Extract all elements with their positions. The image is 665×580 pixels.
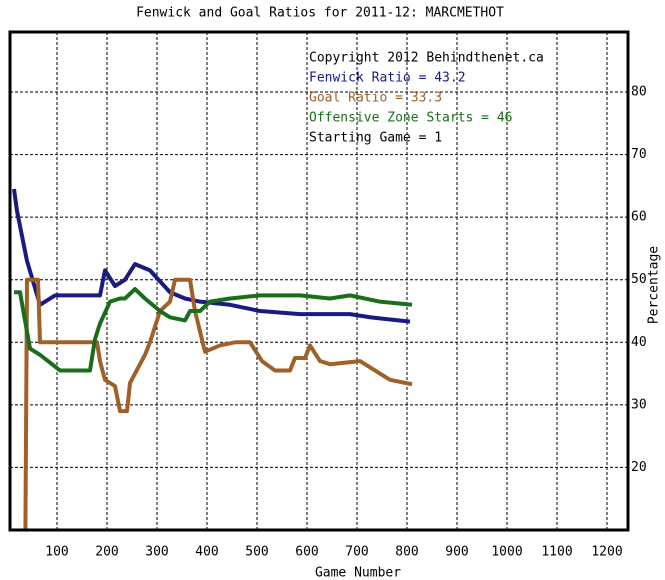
chart-title: Fenwick and Goal Ratios for 2011-12: MAR… (136, 6, 504, 21)
x-tick-label: 100 (45, 545, 68, 560)
annotation: Fenwick Ratio = 43.2 (309, 71, 466, 86)
x-tick-label: 1100 (541, 545, 572, 560)
x-tick-label: 1200 (591, 545, 622, 560)
annotation: Starting Game = 1 (309, 131, 442, 146)
x-tick-label: 500 (245, 545, 268, 560)
annotations: Copyright 2012 Behindthenet.ca Fenwick Ra… (309, 51, 544, 146)
annotation: Goal Ratio = 33.3 (309, 91, 442, 106)
x-tick-label: 300 (145, 545, 168, 560)
x-tick-label: 1000 (491, 545, 522, 560)
y-tick-label: 20 (631, 460, 647, 475)
x-tick-label: 900 (445, 545, 468, 560)
plot-frame (8, 30, 630, 532)
series-line (23, 277, 413, 530)
x-tick-label: 700 (345, 545, 368, 560)
y-tick-label: 40 (631, 335, 647, 350)
series-line (12, 188, 411, 324)
x-tick-label: 600 (295, 545, 318, 560)
x-tick-label: 800 (395, 545, 418, 560)
y-tick-label: 30 (631, 397, 647, 412)
y-axis-label: Percentage (647, 246, 662, 324)
annotation: Offensive Zone Starts = 46 (309, 111, 513, 126)
plot-lines (12, 188, 413, 530)
y-tick-label: 70 (631, 147, 647, 162)
series-line (14, 287, 413, 373)
grid (10, 32, 628, 530)
x-tick-label: 400 (195, 545, 218, 560)
y-tick-label: 50 (631, 272, 647, 287)
x-tick-label: 200 (95, 545, 118, 560)
annotation: Copyright 2012 Behindthenet.ca (309, 51, 544, 66)
y-tick-label: 80 (631, 85, 647, 100)
y-tick-label: 60 (631, 210, 647, 225)
x-axis-label: Game Number (315, 566, 401, 580)
